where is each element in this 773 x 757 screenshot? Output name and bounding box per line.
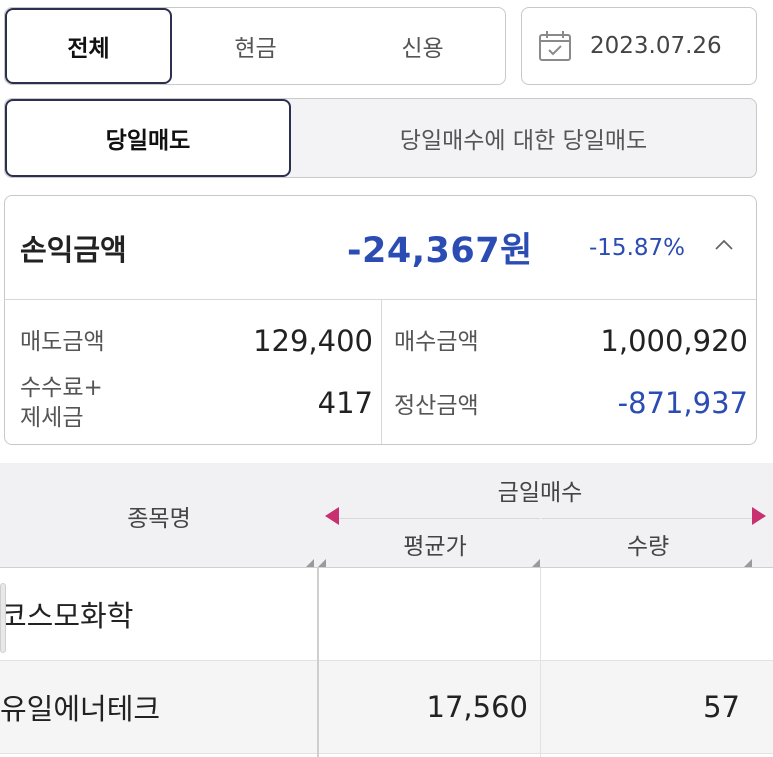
chevron-up-icon[interactable] xyxy=(713,234,735,256)
summary-left-column: 매도금액 129,400 수수료+ 제세금 417 xyxy=(5,300,382,444)
fee-tax-value: 417 xyxy=(317,386,373,420)
qty-cell xyxy=(542,568,740,660)
tab-cash[interactable]: 현금 xyxy=(234,36,277,62)
summary-right-column: 매수금액 1,000,920 정산금액 -871,937 xyxy=(382,300,756,444)
buy-amount-label: 매수금액 xyxy=(394,329,479,355)
resize-corner-icon xyxy=(318,559,326,567)
column-header-avg-price[interactable]: 평균가 xyxy=(330,518,540,568)
profit-loss-value: -24,367원 xyxy=(347,231,533,271)
resize-corner-icon xyxy=(532,559,540,567)
stock-name: 유일에너테크 xyxy=(0,692,161,726)
sell-amount-label: 매도금액 xyxy=(20,329,105,355)
calendar-icon xyxy=(538,30,572,62)
column-header-name[interactable]: 종목명 xyxy=(127,505,191,532)
column-group-today-buy: 금일매수 xyxy=(497,480,583,506)
tab-same-day-buy-sell[interactable]: 당일매수에 대한 당일매도 xyxy=(399,128,648,154)
tab-all[interactable]: 전체 xyxy=(5,8,172,84)
profit-loss-rate: -15.87% xyxy=(589,234,685,261)
row-drag-handle[interactable] xyxy=(0,583,6,653)
frozen-column-divider xyxy=(317,568,319,757)
buy-amount-value: 1,000,920 xyxy=(600,324,748,358)
fee-tax-label-line1: 수수료+ xyxy=(20,375,103,401)
column-header-qty[interactable]: 수량 xyxy=(542,518,754,568)
tab-credit[interactable]: 신용 xyxy=(401,36,444,62)
date-picker[interactable]: 2023.07.26 xyxy=(521,7,757,85)
stock-name: 코스모화학 xyxy=(0,599,134,633)
profit-loss-label: 손익금액 xyxy=(20,232,127,267)
tab-same-day-sell[interactable]: 당일매도 xyxy=(5,99,291,177)
scroll-left-arrow-icon[interactable] xyxy=(325,507,339,525)
qty-cell: 57 xyxy=(703,690,740,724)
account-type-segment: 전체 현금 신용 xyxy=(4,7,506,85)
table-header: 종목명 금일매수 평균가 수량 xyxy=(0,463,773,568)
resize-corner-icon xyxy=(306,559,314,567)
scroll-right-arrow-icon[interactable] xyxy=(752,507,766,525)
settlement-label: 정산금액 xyxy=(394,393,479,419)
sell-amount-value: 129,400 xyxy=(253,324,373,358)
profit-loss-header[interactable]: 손익금액 -24,367원 -15.87% xyxy=(5,196,756,300)
resize-corner-icon xyxy=(744,559,752,567)
table-row[interactable]: 유일에너테크 17,560 57 xyxy=(0,661,773,754)
fee-tax-label-line2: 제세금 xyxy=(20,405,84,431)
column-divider xyxy=(540,568,541,757)
table-row[interactable]: 코스모화학 xyxy=(0,568,773,661)
profit-loss-card: 손익금액 -24,367원 -15.87% 매도금액 129,400 수수료+ … xyxy=(4,195,757,445)
sell-type-segment: 당일매도 당일매수에 대한 당일매도 xyxy=(4,98,757,178)
avg-price-cell xyxy=(330,568,528,660)
avg-price-cell: 17,560 xyxy=(426,690,528,724)
settlement-value: -871,937 xyxy=(617,386,748,420)
trade-table: 종목명 금일매수 평균가 수량 코스모화학 유일에너테크 17,560 57 xyxy=(0,463,773,757)
date-value: 2023.07.26 xyxy=(590,33,722,59)
